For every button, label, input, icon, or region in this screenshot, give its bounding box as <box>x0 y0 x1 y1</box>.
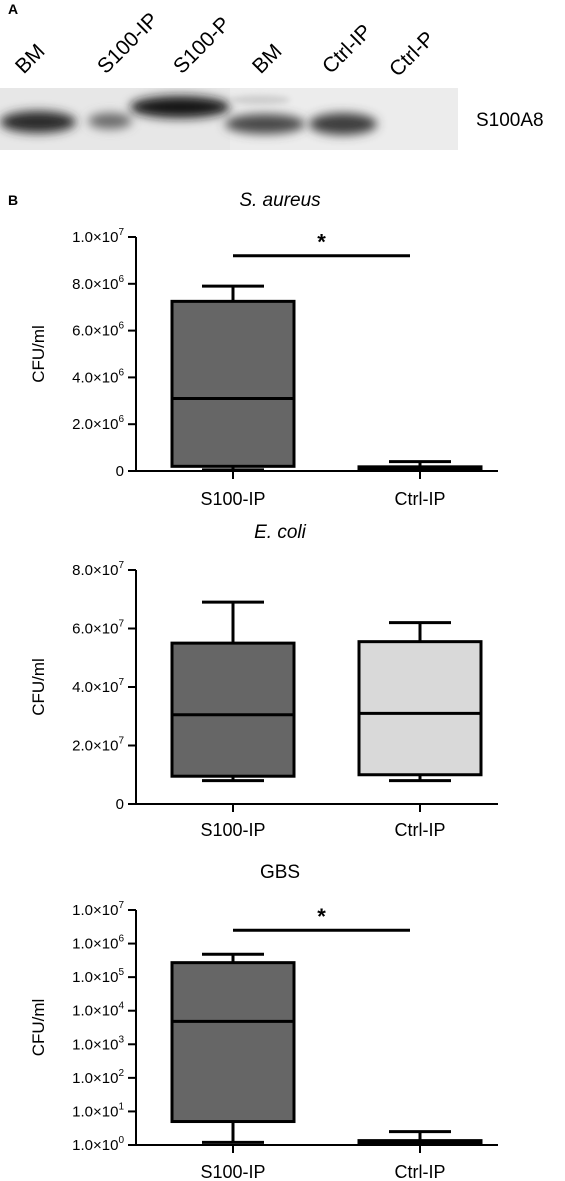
y-tick-label: 1.0×104 <box>72 1001 124 1020</box>
y-tick-label: 6.0×107 <box>72 619 124 638</box>
panel-a-letter: A <box>8 1 19 17</box>
chart-title: GBS <box>260 862 300 883</box>
protein-label-s100a8: S100A8 <box>476 110 544 131</box>
x-tick-label: S100-IP <box>200 820 265 840</box>
significance-marker: * <box>317 904 326 929</box>
lane-label-ctrl-p: Ctrl-P <box>385 27 440 82</box>
lane-label-bm-2: BM <box>248 39 287 79</box>
western-blot-image <box>0 88 458 150</box>
x-tick-label: Ctrl-IP <box>395 489 446 509</box>
x-tick-label: Ctrl-IP <box>395 820 446 840</box>
significance-marker: * <box>317 230 326 255</box>
box-body <box>357 640 483 777</box>
lane-label-s100-ip: S100-IP <box>93 8 163 79</box>
x-tick-label: S100-IP <box>200 489 265 509</box>
y-axis-label: CFU/ml <box>29 658 48 716</box>
y-tick-label: 4.0×106 <box>72 367 124 386</box>
box-body <box>170 299 296 468</box>
lane-label-ctrl-ip: Ctrl-IP <box>318 19 377 79</box>
chart-e-coli: E. coli CFU/ml 0 2.0×107 4.0×107 6.0×107 8.0×1… <box>29 522 498 840</box>
y-tick-label: 1.0×100 <box>72 1135 124 1154</box>
y-tick-label: 1.0×106 <box>72 934 124 953</box>
panel-b-letter: B <box>8 192 19 208</box>
y-axis-label: CFU/ml <box>29 325 48 383</box>
y-tick-label: 1.0×107 <box>72 900 124 919</box>
box-body <box>170 961 296 1124</box>
y-tick-label: 4.0×107 <box>72 677 124 696</box>
x-tick-label: Ctrl-IP <box>395 1162 446 1181</box>
y-tick-label: 1.0×101 <box>72 1101 124 1120</box>
box-body <box>170 641 296 778</box>
y-tick-label: 1.0×103 <box>72 1034 124 1053</box>
x-tick-label: S100-IP <box>200 1162 265 1181</box>
lane-label-s100-p: S100-P <box>169 12 235 79</box>
y-tick-label: 1.0×105 <box>72 967 124 986</box>
y-tick-label: 2.0×106 <box>72 414 124 433</box>
y-tick-label: 1.0×102 <box>72 1068 124 1087</box>
y-tick-label: 1.0×107 <box>72 227 124 246</box>
y-tick-label: 8.0×106 <box>72 274 124 293</box>
chart-title: S. aureus <box>239 190 321 211</box>
y-tick-label: 0 <box>116 796 124 813</box>
lane-label-bm-1: BM <box>11 39 50 79</box>
y-axis-label: CFU/ml <box>29 999 48 1057</box>
chart-title: E. coli <box>254 522 307 543</box>
y-tick-label: 6.0×106 <box>72 321 124 340</box>
chart-gbs: GBS CFU/ml 1.0×100 1.0×101 1.0×102 1.0×103 1.0… <box>29 862 498 1181</box>
chart-s-aureus: S. aureus CFU/ml 0 2.0×106 4.0×106 6.0×106 8.0… <box>29 190 498 509</box>
y-tick-label: 8.0×107 <box>72 560 124 579</box>
y-tick-label: 2.0×107 <box>72 736 124 755</box>
y-tick-label: 0 <box>116 463 124 480</box>
